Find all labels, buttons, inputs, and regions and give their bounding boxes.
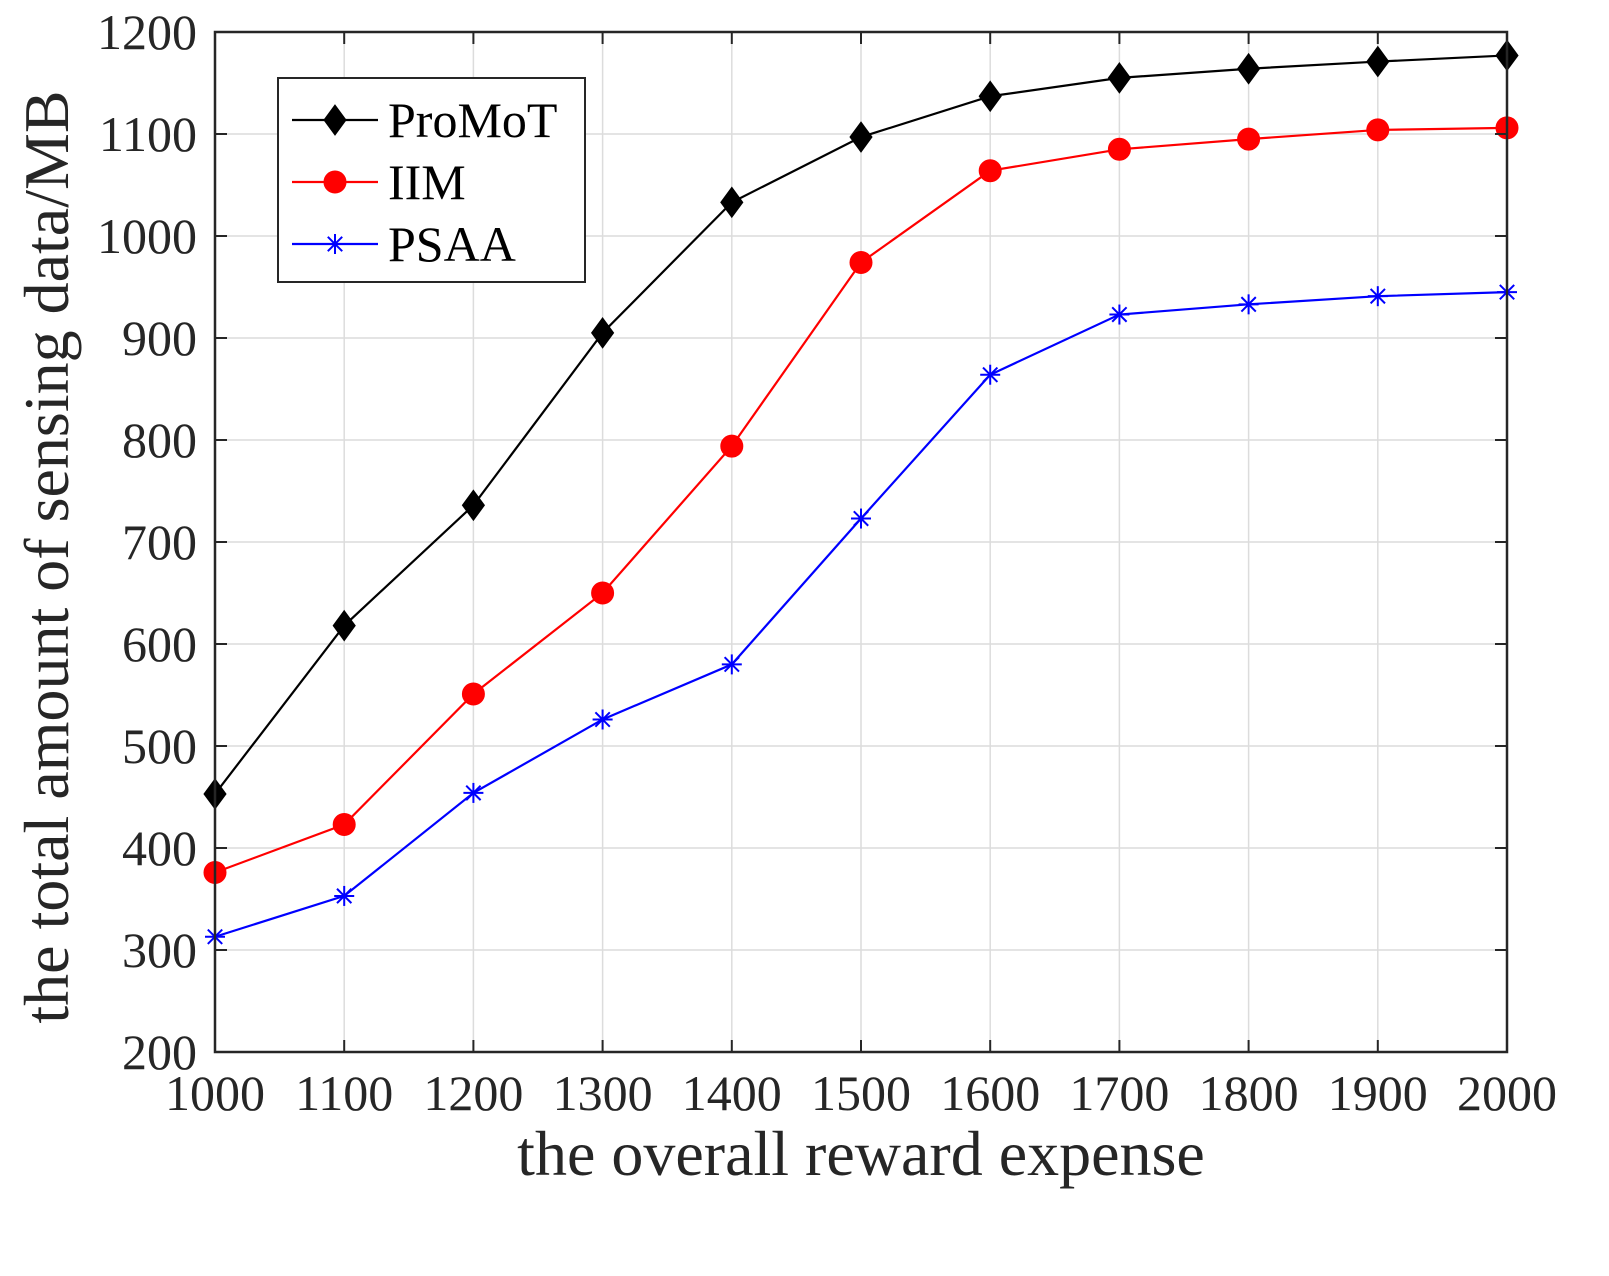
data-point-marker [978,80,1002,113]
data-point-marker [720,434,744,458]
data-point-marker [1238,294,1259,315]
series-psaa [205,282,1517,947]
data-point-marker [592,709,613,730]
y-tick-label: 400 [122,820,197,876]
y-tick-label: 600 [122,616,197,672]
x-tick-label: 1000 [165,1065,265,1121]
legend-label-iim: IIM [388,154,466,210]
marker-stroke [853,510,869,527]
plot-series [203,39,1519,947]
data-point-marker [463,782,484,803]
y-tick-label: 1100 [99,106,197,162]
y-tick-label: 200 [122,1024,197,1080]
x-tick-label: 1200 [423,1065,523,1121]
series-promot [203,39,1519,810]
marker-stroke [327,236,343,252]
x-tick-label: 1100 [295,1065,393,1121]
series-iim [203,116,1519,884]
y-tick-label: 1200 [97,4,197,60]
data-point-marker [720,186,744,219]
y-tick-label: 300 [122,922,197,978]
x-tick-label: 1500 [811,1065,911,1121]
marker-stroke [723,656,740,673]
marker-stroke [982,366,999,383]
data-point-marker [323,104,347,136]
x-tick-label: 1800 [1199,1065,1299,1121]
data-point-marker [461,489,486,522]
x-tick-label: 1600 [940,1065,1040,1121]
data-point-marker [323,170,347,194]
legend-label-psaa: PSAA [388,216,516,272]
y-tick-label: 1000 [97,208,197,264]
data-point-marker [849,121,873,153]
legend-box [277,77,586,283]
y-tick-label: 900 [122,310,197,366]
x-tick-label: 1300 [553,1065,653,1121]
x-tick-label: 2000 [1457,1065,1557,1121]
data-point-marker [1107,137,1131,161]
data-point-marker [1107,62,1132,94]
data-point-marker [1237,127,1261,151]
x-tick-label: 1900 [1328,1065,1428,1121]
marker-stroke [336,888,353,904]
data-point-marker [849,251,873,275]
x-tick-label: 1400 [682,1065,782,1121]
data-point-marker [590,317,615,349]
data-point-marker [721,654,742,675]
legend-label-promot: ProMoT [388,92,557,148]
y-tick-label: 500 [122,718,197,774]
legend-item-psaa: PSAA [292,216,516,272]
marker-stroke [1369,288,1386,305]
y-tick-label: 700 [122,514,197,570]
data-point-marker [325,234,345,254]
legend-item-iim: IIM [292,154,466,210]
data-point-marker [1236,52,1261,85]
data-point-marker [591,581,615,605]
data-point-marker [461,682,485,706]
y-tick-label: 800 [122,412,197,468]
data-point-marker [332,813,356,837]
data-point-marker [980,364,1001,385]
marker-stroke [1240,296,1257,313]
data-point-marker [851,508,871,529]
marker-stroke [1111,306,1128,323]
x-tick-label: 1700 [1069,1065,1169,1121]
data-point-marker [1366,118,1390,142]
data-point-marker [1109,304,1130,325]
marker-stroke [594,711,611,728]
data-point-marker [1366,45,1390,78]
data-point-marker [332,609,356,642]
marker-stroke [465,785,482,801]
legend-item-promot: ProMoT [292,92,557,148]
legend: ProMoT IIM PSAA [277,77,586,283]
y-axis-title: the total amount of sensing data/MB [11,90,82,1023]
data-point-marker [978,159,1002,183]
x-axis-title: the overall reward expense [517,1118,1205,1189]
data-point-marker [334,885,355,906]
axis-ticks: 1000 1100 1200 1300 1400 1500 1600 1700 1800 1900… [97,4,1557,1121]
data-point-marker [1367,286,1388,307]
